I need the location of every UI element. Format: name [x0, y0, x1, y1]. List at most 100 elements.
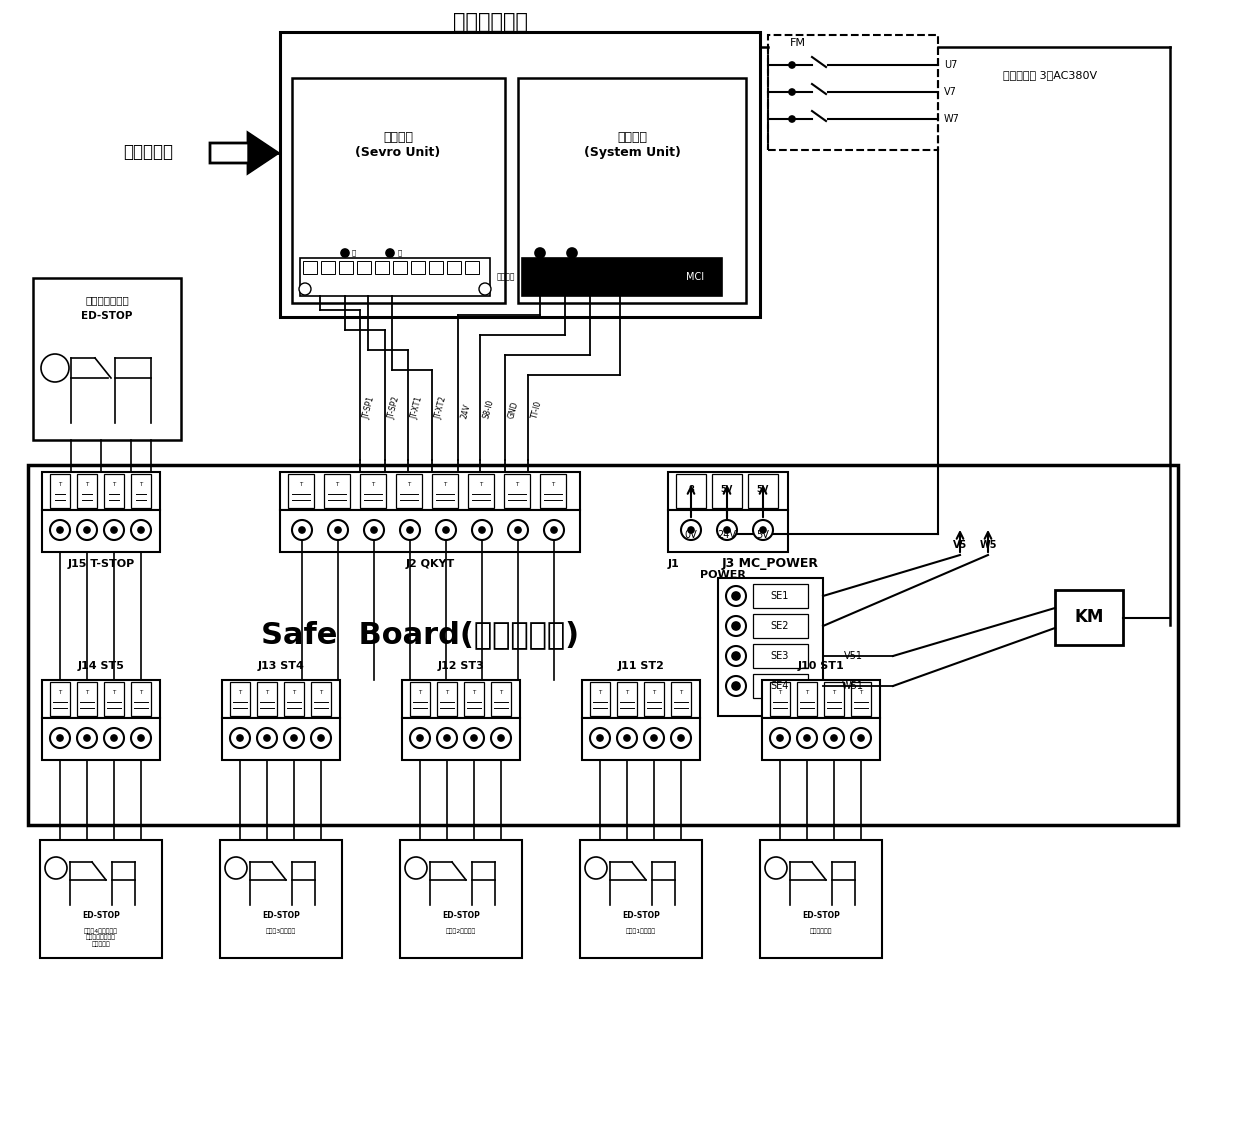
- FancyBboxPatch shape: [33, 278, 181, 440]
- Circle shape: [264, 734, 270, 741]
- FancyBboxPatch shape: [580, 840, 702, 958]
- FancyBboxPatch shape: [280, 510, 580, 551]
- Text: 5V: 5V: [756, 485, 769, 494]
- Text: GND: GND: [507, 401, 521, 420]
- Circle shape: [624, 734, 630, 741]
- Circle shape: [717, 520, 737, 540]
- Text: 灯: 灯: [398, 250, 402, 257]
- Text: TT-I0: TT-I0: [529, 400, 543, 420]
- Circle shape: [84, 734, 91, 741]
- FancyBboxPatch shape: [590, 683, 610, 716]
- Text: J12 ST3: J12 ST3: [438, 661, 485, 671]
- Text: J11 ST2: J11 ST2: [618, 661, 665, 671]
- Circle shape: [644, 728, 663, 748]
- Circle shape: [464, 728, 484, 748]
- Circle shape: [825, 728, 844, 748]
- Circle shape: [405, 857, 427, 879]
- Circle shape: [724, 527, 730, 533]
- Text: T: T: [500, 689, 502, 695]
- Text: J14 ST5: J14 ST5: [78, 661, 124, 671]
- Circle shape: [311, 728, 331, 748]
- Text: ED-STOP: ED-STOP: [802, 912, 839, 921]
- Circle shape: [544, 520, 564, 540]
- Circle shape: [112, 527, 117, 533]
- Text: T: T: [299, 481, 303, 487]
- Circle shape: [45, 857, 67, 879]
- Circle shape: [436, 728, 458, 748]
- Text: 撤停金4急停开关及
控安全板、安全门
开关常闭点: 撤停金4急停开关及 控安全板、安全门 开关常闭点: [84, 928, 118, 947]
- Text: T: T: [516, 481, 518, 487]
- FancyBboxPatch shape: [410, 261, 425, 273]
- Circle shape: [341, 249, 348, 257]
- FancyBboxPatch shape: [311, 683, 331, 716]
- Text: W51: W51: [842, 681, 864, 692]
- Text: J15 T-STOP: J15 T-STOP: [67, 559, 135, 570]
- Circle shape: [725, 586, 746, 606]
- Text: SE2: SE2: [771, 622, 789, 631]
- FancyBboxPatch shape: [402, 680, 520, 718]
- FancyBboxPatch shape: [324, 473, 350, 508]
- FancyBboxPatch shape: [357, 261, 371, 273]
- FancyBboxPatch shape: [284, 683, 304, 716]
- FancyBboxPatch shape: [763, 680, 880, 718]
- Text: T: T: [779, 689, 781, 695]
- Circle shape: [401, 520, 420, 540]
- Text: S8-I0: S8-I0: [482, 399, 496, 420]
- Text: T: T: [86, 689, 88, 695]
- FancyBboxPatch shape: [464, 683, 484, 716]
- Circle shape: [138, 734, 144, 741]
- Circle shape: [789, 89, 795, 95]
- FancyBboxPatch shape: [131, 473, 151, 508]
- Circle shape: [138, 527, 144, 533]
- Circle shape: [84, 527, 91, 533]
- Text: T: T: [238, 689, 242, 695]
- FancyBboxPatch shape: [467, 473, 494, 508]
- Text: T: T: [805, 689, 808, 695]
- FancyBboxPatch shape: [288, 473, 314, 508]
- FancyBboxPatch shape: [503, 473, 529, 508]
- Text: ED-STOP: ED-STOP: [82, 311, 133, 321]
- Text: W7: W7: [944, 114, 960, 124]
- Text: 撤门急停开关: 撤门急停开关: [810, 928, 832, 933]
- Circle shape: [770, 728, 790, 748]
- FancyBboxPatch shape: [753, 644, 808, 668]
- Text: V5: V5: [952, 540, 967, 550]
- Circle shape: [57, 527, 63, 533]
- Text: J10 ST1: J10 ST1: [797, 661, 844, 671]
- Polygon shape: [210, 133, 278, 173]
- FancyBboxPatch shape: [446, 261, 461, 273]
- Text: T: T: [652, 689, 656, 695]
- Text: T: T: [371, 481, 374, 487]
- FancyBboxPatch shape: [402, 718, 520, 760]
- Text: T: T: [335, 481, 339, 487]
- Text: SE1: SE1: [771, 591, 789, 601]
- FancyBboxPatch shape: [539, 473, 565, 508]
- FancyBboxPatch shape: [396, 473, 422, 508]
- Circle shape: [224, 857, 247, 879]
- Text: 24V: 24V: [718, 530, 737, 540]
- Circle shape: [797, 728, 817, 748]
- Circle shape: [789, 116, 795, 122]
- Text: T: T: [680, 689, 683, 695]
- Text: FM: FM: [790, 38, 806, 47]
- Circle shape: [671, 728, 691, 748]
- Circle shape: [444, 734, 450, 741]
- FancyBboxPatch shape: [374, 261, 389, 273]
- Text: T: T: [58, 689, 62, 695]
- Circle shape: [291, 734, 298, 741]
- Text: T: T: [480, 481, 482, 487]
- Circle shape: [284, 728, 304, 748]
- Circle shape: [104, 728, 124, 748]
- Circle shape: [725, 616, 746, 636]
- FancyBboxPatch shape: [518, 78, 746, 303]
- Circle shape: [765, 857, 787, 879]
- Text: JT-SP1: JT-SP1: [362, 396, 377, 420]
- Circle shape: [407, 527, 413, 533]
- FancyBboxPatch shape: [753, 584, 808, 608]
- Text: 系统单元
(System Unit): 系统单元 (System Unit): [584, 131, 681, 159]
- Text: T: T: [408, 481, 410, 487]
- Circle shape: [291, 520, 312, 540]
- Polygon shape: [248, 133, 278, 173]
- FancyBboxPatch shape: [42, 718, 160, 760]
- FancyBboxPatch shape: [851, 683, 870, 716]
